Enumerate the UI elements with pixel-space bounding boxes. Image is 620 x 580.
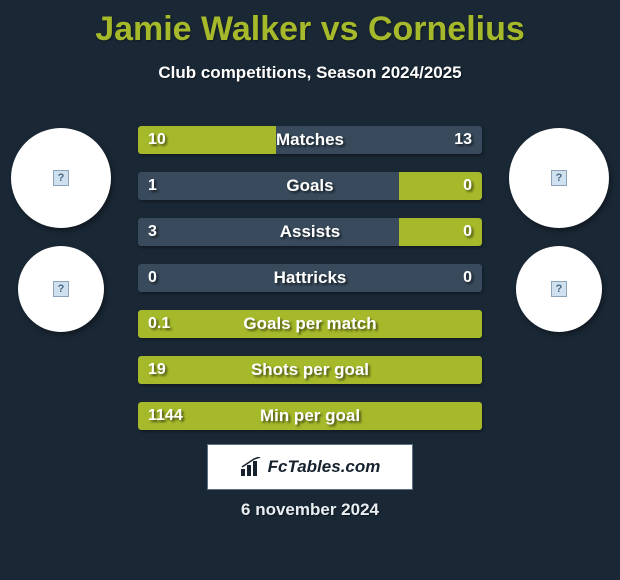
stat-label: Goals bbox=[138, 172, 482, 200]
logo-box: FcTables.com bbox=[207, 444, 413, 490]
avatar-circle: ? bbox=[509, 128, 609, 228]
avatar-circle: ? bbox=[516, 246, 602, 332]
stat-value-left: 19 bbox=[148, 356, 166, 384]
stat-value-left: 1 bbox=[148, 172, 157, 200]
date-label: 6 november 2024 bbox=[0, 500, 620, 520]
stat-label: Shots per goal bbox=[138, 356, 482, 384]
stat-value-left: 1144 bbox=[148, 402, 183, 430]
stat-value-right: 13 bbox=[454, 126, 472, 154]
stat-label: Min per goal bbox=[138, 402, 482, 430]
right-circles: ?? bbox=[504, 120, 614, 350]
stat-label: Hattricks bbox=[138, 264, 482, 292]
player-photo-placeholder-icon: ? bbox=[53, 170, 69, 186]
stat-value-left: 0 bbox=[148, 264, 157, 292]
player-photo-placeholder-icon: ? bbox=[551, 170, 567, 186]
stat-row: Shots per goal19 bbox=[138, 356, 482, 384]
logo-text: FcTables.com bbox=[268, 457, 381, 477]
stat-row: Goals per match0.1 bbox=[138, 310, 482, 338]
stat-bars: Matches1013Goals10Assists30Hattricks00Go… bbox=[138, 126, 482, 448]
stat-row: Min per goal1144 bbox=[138, 402, 482, 430]
page-title: Jamie Walker vs Cornelius bbox=[0, 0, 620, 49]
stat-value-left: 10 bbox=[148, 126, 166, 154]
left-circles: ?? bbox=[6, 120, 116, 350]
logo-chart-icon bbox=[240, 457, 262, 477]
stat-value-right: 0 bbox=[463, 218, 472, 246]
stat-label: Matches bbox=[138, 126, 482, 154]
stat-value-right: 0 bbox=[463, 264, 472, 292]
avatar-circle: ? bbox=[11, 128, 111, 228]
stat-row: Goals1 0 bbox=[138, 172, 482, 200]
avatar-circle: ? bbox=[18, 246, 104, 332]
stat-row: Assists3 0 bbox=[138, 218, 482, 246]
stat-label: Goals per match bbox=[138, 310, 482, 338]
club-logo-placeholder-icon: ? bbox=[53, 281, 69, 297]
stat-row: Hattricks0 0 bbox=[138, 264, 482, 292]
stat-value-left: 0.1 bbox=[148, 310, 170, 338]
stat-value-right: 0 bbox=[463, 172, 472, 200]
club-logo-placeholder-icon: ? bbox=[551, 281, 567, 297]
stat-value-left: 3 bbox=[148, 218, 157, 246]
page-subtitle: Club competitions, Season 2024/2025 bbox=[0, 63, 620, 83]
stat-label: Assists bbox=[138, 218, 482, 246]
stat-row: Matches10 13 bbox=[138, 126, 482, 154]
